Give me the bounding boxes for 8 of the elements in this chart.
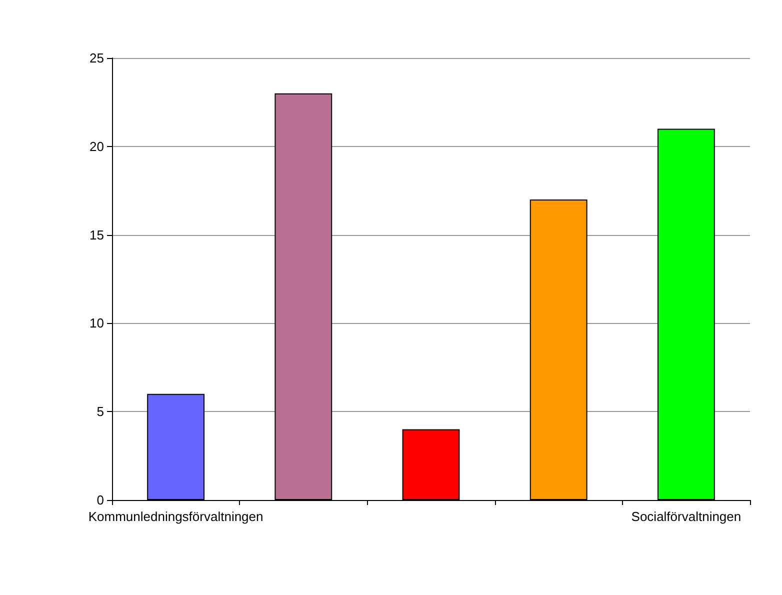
y-tick-label: 10 <box>90 316 104 331</box>
y-tick-label: 20 <box>90 138 104 154</box>
x-tick-label: Socialförvaltningen <box>631 509 742 524</box>
y-tick-label: 15 <box>90 227 104 242</box>
y-tick-label: 0 <box>96 492 104 508</box>
x-tick-label: Kommunledningsförvaltningen <box>88 509 264 524</box>
y-tick-label: 5 <box>96 404 104 420</box>
y-tick-label: 25 <box>90 50 104 66</box>
